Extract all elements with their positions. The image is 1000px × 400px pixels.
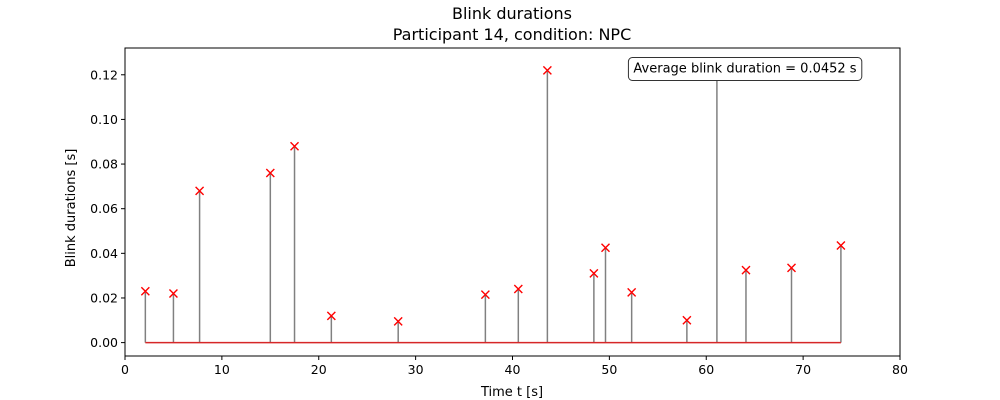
x-tick-label: 0 [121,362,129,377]
data-point-marker [836,241,846,251]
y-tick-label: 0.10 [90,112,118,127]
data-point-marker [513,284,523,294]
average-annotation-text: Average blink duration = 0.0452 s [633,62,856,77]
axes-frame [124,47,901,357]
y-tick-label: 0.00 [90,335,118,350]
y-tick-label: 0.12 [90,67,118,82]
data-point-marker [168,289,178,299]
y-tick-label: 0.04 [90,246,118,261]
plot-area: 0 10 20 30 40 50 60 70 80 0.00 0.02 0.04 0.06 0.08 0.1… [90,47,908,377]
data-point-marker [290,141,300,151]
x-tick-label: 30 [408,362,424,377]
data-point-marker [480,290,490,300]
x-tick-label: 20 [311,362,327,377]
x-tick-label: 40 [505,362,521,377]
y-tick-label: 0.02 [90,290,118,305]
data-point-marker [265,168,275,178]
data-point-marker [787,263,796,273]
chart-title: Blink durations [452,4,572,23]
data-point-marker [195,186,205,196]
data-point-marker [140,286,150,296]
data-point-marker [682,315,692,325]
x-tick-label: 10 [214,362,230,377]
x-tick-label: 50 [601,362,617,377]
y-axis-label: Blink durations [s] [64,149,79,268]
chart-subtitle: Participant 14, condition: NPC [393,25,632,44]
data-point-marker [741,265,751,275]
data-point-marker [542,65,552,75]
x-tick-label: 80 [892,362,908,377]
data-point-marker [589,268,599,278]
x-axis-label: Time t [s] [480,385,543,400]
data-point-marker [393,316,403,326]
x-tick-label: 70 [795,362,811,377]
data-point-marker [627,287,637,297]
data-point-marker [326,311,336,321]
y-tick-label: 0.06 [90,201,118,216]
data-point-marker [601,243,610,253]
y-tick-label: 0.08 [90,157,118,172]
average-annotation-box [627,57,863,81]
x-tick-label: 60 [698,362,714,377]
